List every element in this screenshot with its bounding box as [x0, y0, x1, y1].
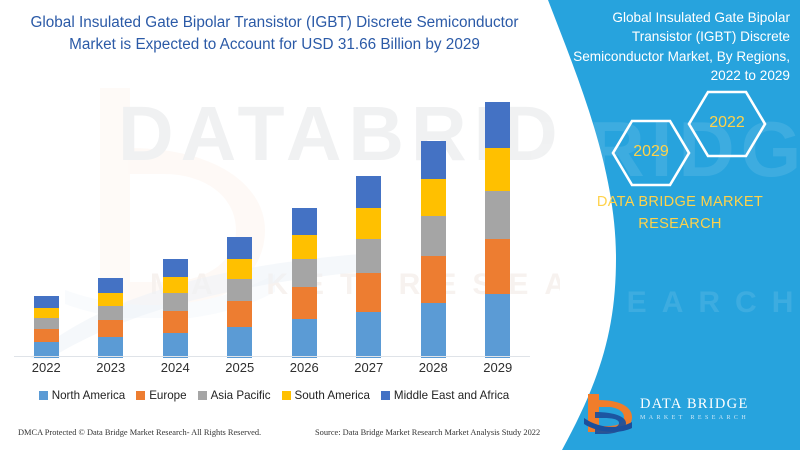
x-tick-2023: 2023 [96, 360, 126, 375]
legend-item-north-america[interactable]: North America [38, 388, 126, 402]
bar-segment-middle-east-and-africa [98, 278, 124, 293]
legend-label: South America [294, 388, 370, 402]
x-tick-2027: 2027 [354, 360, 384, 375]
dbmr-logo-icon [584, 394, 632, 434]
bar-2024 [162, 258, 188, 358]
bar-segment-north-america [227, 326, 253, 358]
bar-segment-europe [98, 320, 124, 338]
page-title: Global Insulated Gate Bipolar Transistor… [30, 14, 519, 54]
legend-item-south-america[interactable]: South America [281, 388, 370, 402]
bar-segment-middle-east-and-africa [356, 176, 382, 209]
bar-segment-asia-pacific [162, 293, 188, 312]
watermark-swoosh-icon [30, 254, 360, 360]
x-axis-labels: 2022 2023 2024 2025 2026 2027 2028 2029 [14, 360, 530, 382]
legend-label: Europe [149, 388, 187, 402]
footer-copyright: DMCA Protected © Data Bridge Market Rese… [18, 428, 262, 437]
footer: DMCA Protected © Data Bridge Market Rese… [0, 424, 560, 450]
bar-segment-south-america [291, 234, 317, 260]
bar-segment-asia-pacific [33, 318, 59, 330]
legend-label: North America [51, 388, 126, 402]
bar-segment-asia-pacific [98, 305, 124, 321]
x-tick-2025: 2025 [225, 360, 255, 375]
legend-item-middle-east-and-africa[interactable]: Middle East and Africa [380, 388, 510, 402]
bar-chart [14, 96, 534, 358]
hexagon-outline-icon [611, 90, 767, 187]
bar-segment-middle-east-and-africa [33, 295, 59, 308]
bar-2026 [291, 207, 317, 358]
legend-item-europe[interactable]: Europe [136, 388, 187, 402]
bar-segment-middle-east-and-africa [420, 140, 446, 180]
brand-watermark-bottom: RESEARCH [520, 286, 800, 319]
bar-2027 [356, 176, 382, 358]
bar-segment-north-america [356, 311, 382, 358]
bar-segment-europe [356, 272, 382, 312]
bar-segment-north-america [485, 293, 511, 358]
footer-source: Source: Data Bridge Market Research Mark… [315, 428, 541, 437]
x-tick-2029: 2029 [483, 360, 513, 375]
hex-label-2022: 2022 [709, 114, 745, 131]
x-tick-2026: 2026 [289, 360, 319, 375]
bar-segment-south-america [485, 147, 511, 192]
legend-swatch-icon [38, 390, 48, 400]
bar-segment-middle-east-and-africa [485, 102, 511, 148]
chart-legend: North America Europe Asia Pacific South Ame… [14, 385, 534, 405]
hexagon-badges: 2022 2029 [560, 88, 800, 193]
bar-2023 [98, 278, 124, 358]
hex-label-2029: 2029 [633, 143, 669, 160]
bar-segment-europe [420, 255, 446, 303]
legend-swatch-icon [136, 390, 146, 400]
bar-segment-europe [33, 329, 59, 343]
bar-2025 [227, 237, 253, 358]
x-tick-2028: 2028 [418, 360, 448, 375]
bar-segment-middle-east-and-africa [162, 258, 188, 277]
x-tick-2022: 2022 [31, 360, 61, 375]
x-axis-line [14, 356, 530, 357]
bar-segment-south-america [162, 276, 188, 294]
legend-label: Asia Pacific [210, 388, 271, 402]
bar-segment-south-america [98, 292, 124, 306]
bar-segment-asia-pacific [485, 191, 511, 239]
dbmr-logo-text: DATA BRIDGE MARKET RESEARCH [640, 396, 749, 421]
bar-segment-europe [162, 311, 188, 333]
bar-segment-north-america [98, 337, 124, 358]
x-tick-2024: 2024 [160, 360, 190, 375]
bar-segment-south-america [420, 179, 446, 216]
brand-name: DATA BRIDGE MARKET RESEARCH [596, 194, 764, 232]
bar-segment-middle-east-and-africa [291, 207, 317, 235]
bar-segment-north-america [291, 319, 317, 358]
bar-segment-asia-pacific [420, 215, 446, 256]
bar-segment-asia-pacific [291, 259, 317, 287]
brand-panel-title: Global Insulated Gate Bipolar Transistor… [573, 10, 790, 83]
legend-label: Middle East and Africa [393, 388, 510, 402]
bar-segment-south-america [227, 258, 253, 279]
plot-area [14, 96, 534, 358]
bar-segment-south-america [356, 208, 382, 239]
brand-panel: BRIDGE RESEARCH Global Insulated Gate Bi… [520, 0, 800, 450]
legend-swatch-icon [197, 390, 207, 400]
legend-swatch-icon [380, 390, 390, 400]
legend-item-asia-pacific[interactable]: Asia Pacific [197, 388, 271, 402]
bar-segment-north-america [162, 332, 188, 358]
bar-segment-middle-east-and-africa [227, 237, 253, 259]
bar-2029 [485, 102, 511, 358]
bar-segment-north-america [420, 302, 446, 358]
bar-segment-asia-pacific [356, 238, 382, 273]
bar-segment-north-america [33, 342, 59, 358]
bar-segment-europe [485, 238, 511, 294]
bar-segment-europe [227, 300, 253, 327]
bar-2028 [420, 140, 446, 358]
bar-segment-asia-pacific [227, 278, 253, 301]
bar-segment-europe [291, 287, 317, 320]
dbmr-logo-main: DATA BRIDGE [640, 396, 749, 412]
brand-watermark-top: BRIDGE [526, 105, 800, 193]
legend-swatch-icon [281, 390, 291, 400]
bar-segment-south-america [33, 307, 59, 319]
dbmr-logo-sub: MARKET RESEARCH [640, 415, 750, 421]
dbmr-logo: DATA BRIDGE MARKET RESEARCH [582, 392, 782, 436]
bar-2022 [33, 295, 59, 358]
